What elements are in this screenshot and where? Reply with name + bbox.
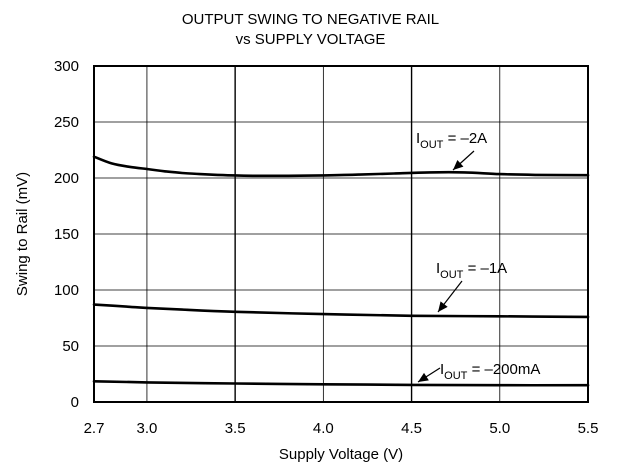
annotation-arrowhead	[438, 301, 448, 312]
chart-title-line1: OUTPUT SWING TO NEGATIVE RAIL	[181, 11, 440, 28]
x-tick-label: 3.5	[225, 420, 246, 437]
annotation-2: IOUT = –1A	[436, 260, 507, 313]
annotation-arrowhead	[453, 159, 464, 170]
annotation-1: IOUT = –2A	[416, 130, 487, 171]
y-axis-label: Swing to Rail (mV)	[14, 172, 31, 296]
x-tick-label: 5.0	[489, 420, 510, 437]
y-tick-label: 0	[71, 394, 79, 411]
x-tick-label: 4.5	[401, 420, 422, 437]
annotation-label: IOUT = –200mA	[440, 361, 540, 382]
annotations: IOUT = –2A IOUT = –1A IOUT = –200mA	[416, 130, 540, 383]
y-tick-label: 50	[62, 338, 79, 355]
y-tick-label: 100	[54, 282, 79, 299]
x-tick-label: 3.0	[136, 420, 157, 437]
annotation-label: IOUT = –2A	[416, 130, 487, 151]
y-tick-labels: 0 50 100 150 200 250 300	[54, 58, 79, 411]
x-tick-label: 4.0	[313, 420, 334, 437]
x-tick-label: 5.5	[578, 420, 599, 437]
x-axis-label: Supply Voltage (V)	[279, 446, 403, 463]
y-tick-label: 250	[54, 114, 79, 131]
x-tick-labels: 2.7 3.0 3.5 4.0 4.5 5.0 5.5	[84, 420, 599, 437]
annotation-arrowhead	[418, 372, 429, 382]
annotation-label: IOUT = –1A	[436, 260, 507, 281]
x-tick-label: 2.7	[84, 420, 105, 437]
chart-title-line2: vs SUPPLY VOLTAGE	[235, 31, 386, 48]
plot-frame	[93, 65, 589, 403]
series-lines	[92, 155, 590, 387]
grid-lines	[94, 66, 588, 402]
series-line-2	[92, 303, 590, 319]
y-tick-label: 200	[54, 170, 79, 187]
chart-title: OUTPUT SWING TO NEGATIVE RAIL vs SUPPLY …	[0, 10, 621, 50]
annotation-3: IOUT = –200mA	[417, 361, 540, 383]
y-tick-label: 300	[54, 58, 79, 75]
series-line-1	[92, 155, 590, 178]
series-line-3	[92, 380, 590, 387]
y-tick-label: 150	[54, 226, 79, 243]
